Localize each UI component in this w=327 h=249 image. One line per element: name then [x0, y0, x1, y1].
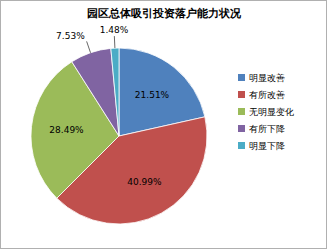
slice: [72, 48, 119, 136]
legend-label: 有所改善: [249, 90, 285, 100]
slice: [111, 48, 119, 136]
legend-swatch: [238, 108, 245, 115]
title: 园区总体吸引投资落户能力状况: [87, 7, 242, 20]
chart: 园区总体吸引投资落户能力状况 21.51% 40.99% 28.49% 7.53% 1.4…: [0, 0, 327, 249]
pie: [31, 48, 207, 224]
data-label: 40.99%: [127, 177, 162, 187]
legend-swatch: [238, 142, 245, 149]
legend-label: 明显下降: [249, 141, 285, 151]
legend-swatch: [238, 91, 245, 98]
legend-item: 有所下降: [238, 124, 285, 134]
legend-label: 有所下降: [249, 124, 285, 134]
frame: [1, 1, 327, 249]
leader-line: [114, 36, 116, 48]
leader-line: [87, 41, 91, 52]
data-label: 1.48%: [100, 25, 129, 35]
data-labels: 21.51% 40.99% 28.49% 7.53% 1.48%: [49, 25, 169, 187]
legend-swatch: [238, 74, 245, 81]
legend-item: 明显改善: [238, 73, 285, 83]
legend-label: 明显改善: [249, 73, 285, 83]
data-label: 28.49%: [49, 125, 84, 135]
data-label: 7.53%: [56, 31, 85, 41]
legend-item: 无明显变化: [238, 107, 294, 117]
legend-item: 有所改善: [238, 90, 285, 100]
legend-swatch: [238, 125, 245, 132]
legend: 明显改善有所改善无明显变化有所下降明显下降: [238, 73, 294, 151]
data-label: 21.51%: [135, 90, 170, 100]
legend-label: 无明显变化: [249, 107, 294, 117]
legend-item: 明显下降: [238, 141, 285, 151]
